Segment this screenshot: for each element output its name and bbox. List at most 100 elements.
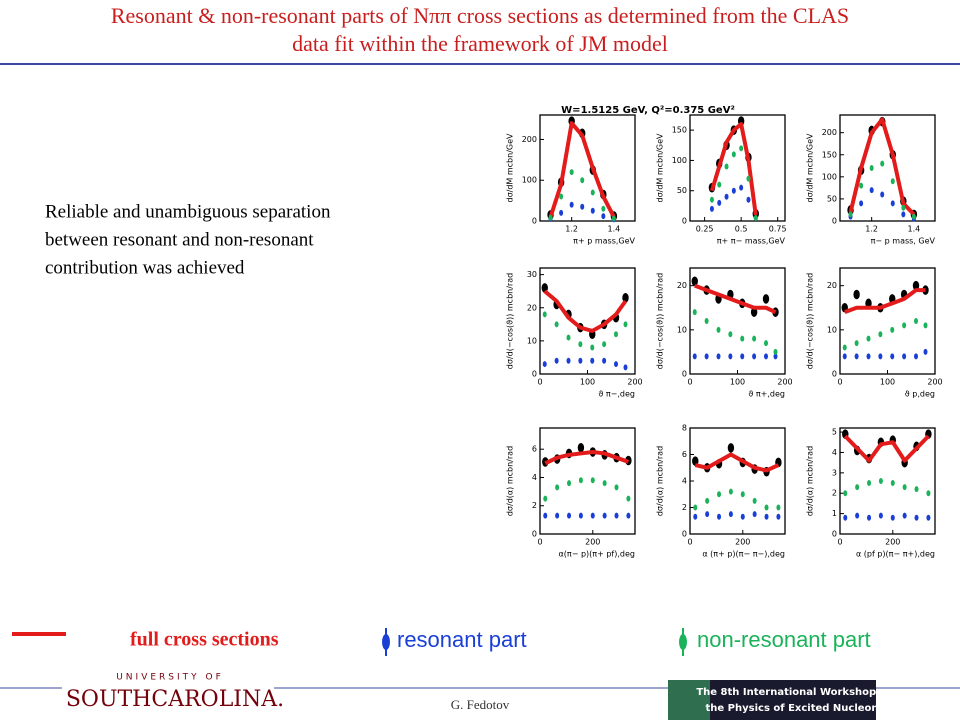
- x-tick-label: 1.2: [565, 225, 578, 234]
- x-tick-label: 200: [885, 538, 900, 547]
- data-point: [926, 490, 931, 497]
- data-point: [567, 480, 572, 487]
- y-tick-label: 2: [682, 503, 687, 512]
- data-point: [542, 361, 547, 368]
- data-point: [555, 512, 560, 519]
- slide-title: Resonant & non-resonant parts of Nππ cro…: [111, 3, 849, 28]
- data-point: [543, 512, 548, 519]
- data-point: [842, 353, 847, 360]
- data-point: [865, 298, 872, 309]
- panel-frame: [689, 114, 786, 222]
- data-point: [854, 353, 859, 360]
- x-tick-label: 0.5: [735, 225, 748, 234]
- y-axis-label: dσ/dM mcbn/GeV: [806, 133, 815, 203]
- y-tick-label: 1: [832, 509, 837, 518]
- data-point: [614, 361, 618, 368]
- data-point: [623, 321, 628, 328]
- data-point: [590, 344, 595, 351]
- data-point: [776, 504, 781, 511]
- data-point: [752, 353, 757, 360]
- data-point: [554, 357, 559, 364]
- data-point: [752, 497, 757, 504]
- data-point: [590, 357, 595, 364]
- data-point: [554, 321, 559, 328]
- data-point: [590, 207, 595, 214]
- data-point: [623, 364, 628, 371]
- x-tick-label: 0: [687, 378, 692, 387]
- y-tick-label: 4: [832, 448, 837, 457]
- logo-left-text: SOUTHCAROLINA.: [66, 687, 284, 712]
- data-point: [764, 353, 768, 360]
- data-point: [843, 514, 848, 521]
- data-point: [902, 353, 907, 360]
- data-point: [855, 484, 860, 491]
- panel-frame: [539, 427, 636, 535]
- y-tick-label: 10: [677, 325, 687, 334]
- data-point: [704, 318, 709, 324]
- data-point: [740, 491, 745, 498]
- logo-left-text: UNIVERSITY OF: [116, 673, 224, 683]
- data-point: [880, 191, 885, 198]
- data-point: [739, 145, 744, 152]
- data-point: [776, 513, 781, 520]
- x-tick-label: 200: [585, 538, 600, 547]
- data-point: [764, 513, 769, 520]
- data-point: [602, 341, 607, 348]
- data-point: [914, 486, 919, 493]
- data-point: [728, 331, 733, 338]
- data-point: [746, 196, 751, 203]
- data-point: [717, 199, 722, 206]
- data-point: [611, 215, 616, 222]
- y-tick-label: 8: [682, 424, 687, 433]
- data-point: [750, 307, 758, 317]
- data-point: [752, 511, 757, 518]
- y-axis-label: dσ/d(−cos(ϑ)) mcbn/rad: [656, 273, 665, 369]
- x-axis-label: ϑ p,deg: [905, 390, 935, 399]
- data-point: [854, 340, 859, 347]
- x-axis-label: ϑ π−,deg: [598, 390, 635, 399]
- legend-label: non-resonant part: [697, 627, 871, 652]
- data-point: [869, 187, 874, 194]
- data-point: [878, 512, 883, 519]
- y-axis-label: dσ/d(α) mcbn/rad: [506, 446, 515, 516]
- x-tick-label: 1.2: [865, 225, 878, 234]
- x-axis-label: π+ π− mass,GeV: [717, 237, 786, 246]
- data-point: [602, 357, 607, 364]
- y-tick-label: 0: [532, 217, 537, 226]
- data-point: [693, 504, 698, 511]
- data-point: [724, 193, 729, 200]
- x-axis-label: π− p mass, GeV: [871, 237, 936, 246]
- y-tick-label: 0: [832, 370, 837, 379]
- y-axis-label: dσ/d(α) mcbn/rad: [656, 446, 665, 516]
- data-point: [602, 512, 607, 519]
- data-point: [762, 294, 770, 304]
- data-point: [614, 484, 619, 491]
- data-point: [773, 348, 778, 355]
- x-tick-label: 100: [580, 378, 595, 387]
- x-axis-label: α(π− p)(π+ pf),deg: [559, 550, 635, 559]
- x-axis-label: α (π+ p)(π− π−),deg: [702, 550, 785, 559]
- data-point: [709, 196, 714, 203]
- data-point: [542, 311, 547, 318]
- logo-right-text: The 8th International Workshop on: [696, 687, 893, 698]
- y-tick-label: 20: [827, 281, 837, 290]
- data-point: [912, 280, 920, 291]
- fit-curve: [544, 450, 630, 466]
- data-point: [716, 353, 721, 360]
- data-point: [724, 163, 729, 170]
- data-point: [842, 344, 847, 351]
- y-axis-label: dσ/d(−cos(ϑ)) mcbn/rad: [806, 273, 815, 369]
- y-tick-label: 3: [832, 468, 837, 477]
- data-point: [853, 289, 860, 300]
- x-axis-label: ϑ π+,deg: [748, 390, 785, 399]
- data-point: [559, 209, 564, 216]
- x-tick-label: 0: [537, 538, 542, 547]
- data-point: [601, 213, 606, 220]
- y-tick-label: 200: [822, 128, 837, 137]
- fit-curve: [694, 283, 777, 314]
- data-point: [731, 187, 736, 194]
- panel-frame: [539, 114, 636, 222]
- panel-frame: [539, 267, 636, 375]
- y-tick-label: 50: [677, 186, 687, 195]
